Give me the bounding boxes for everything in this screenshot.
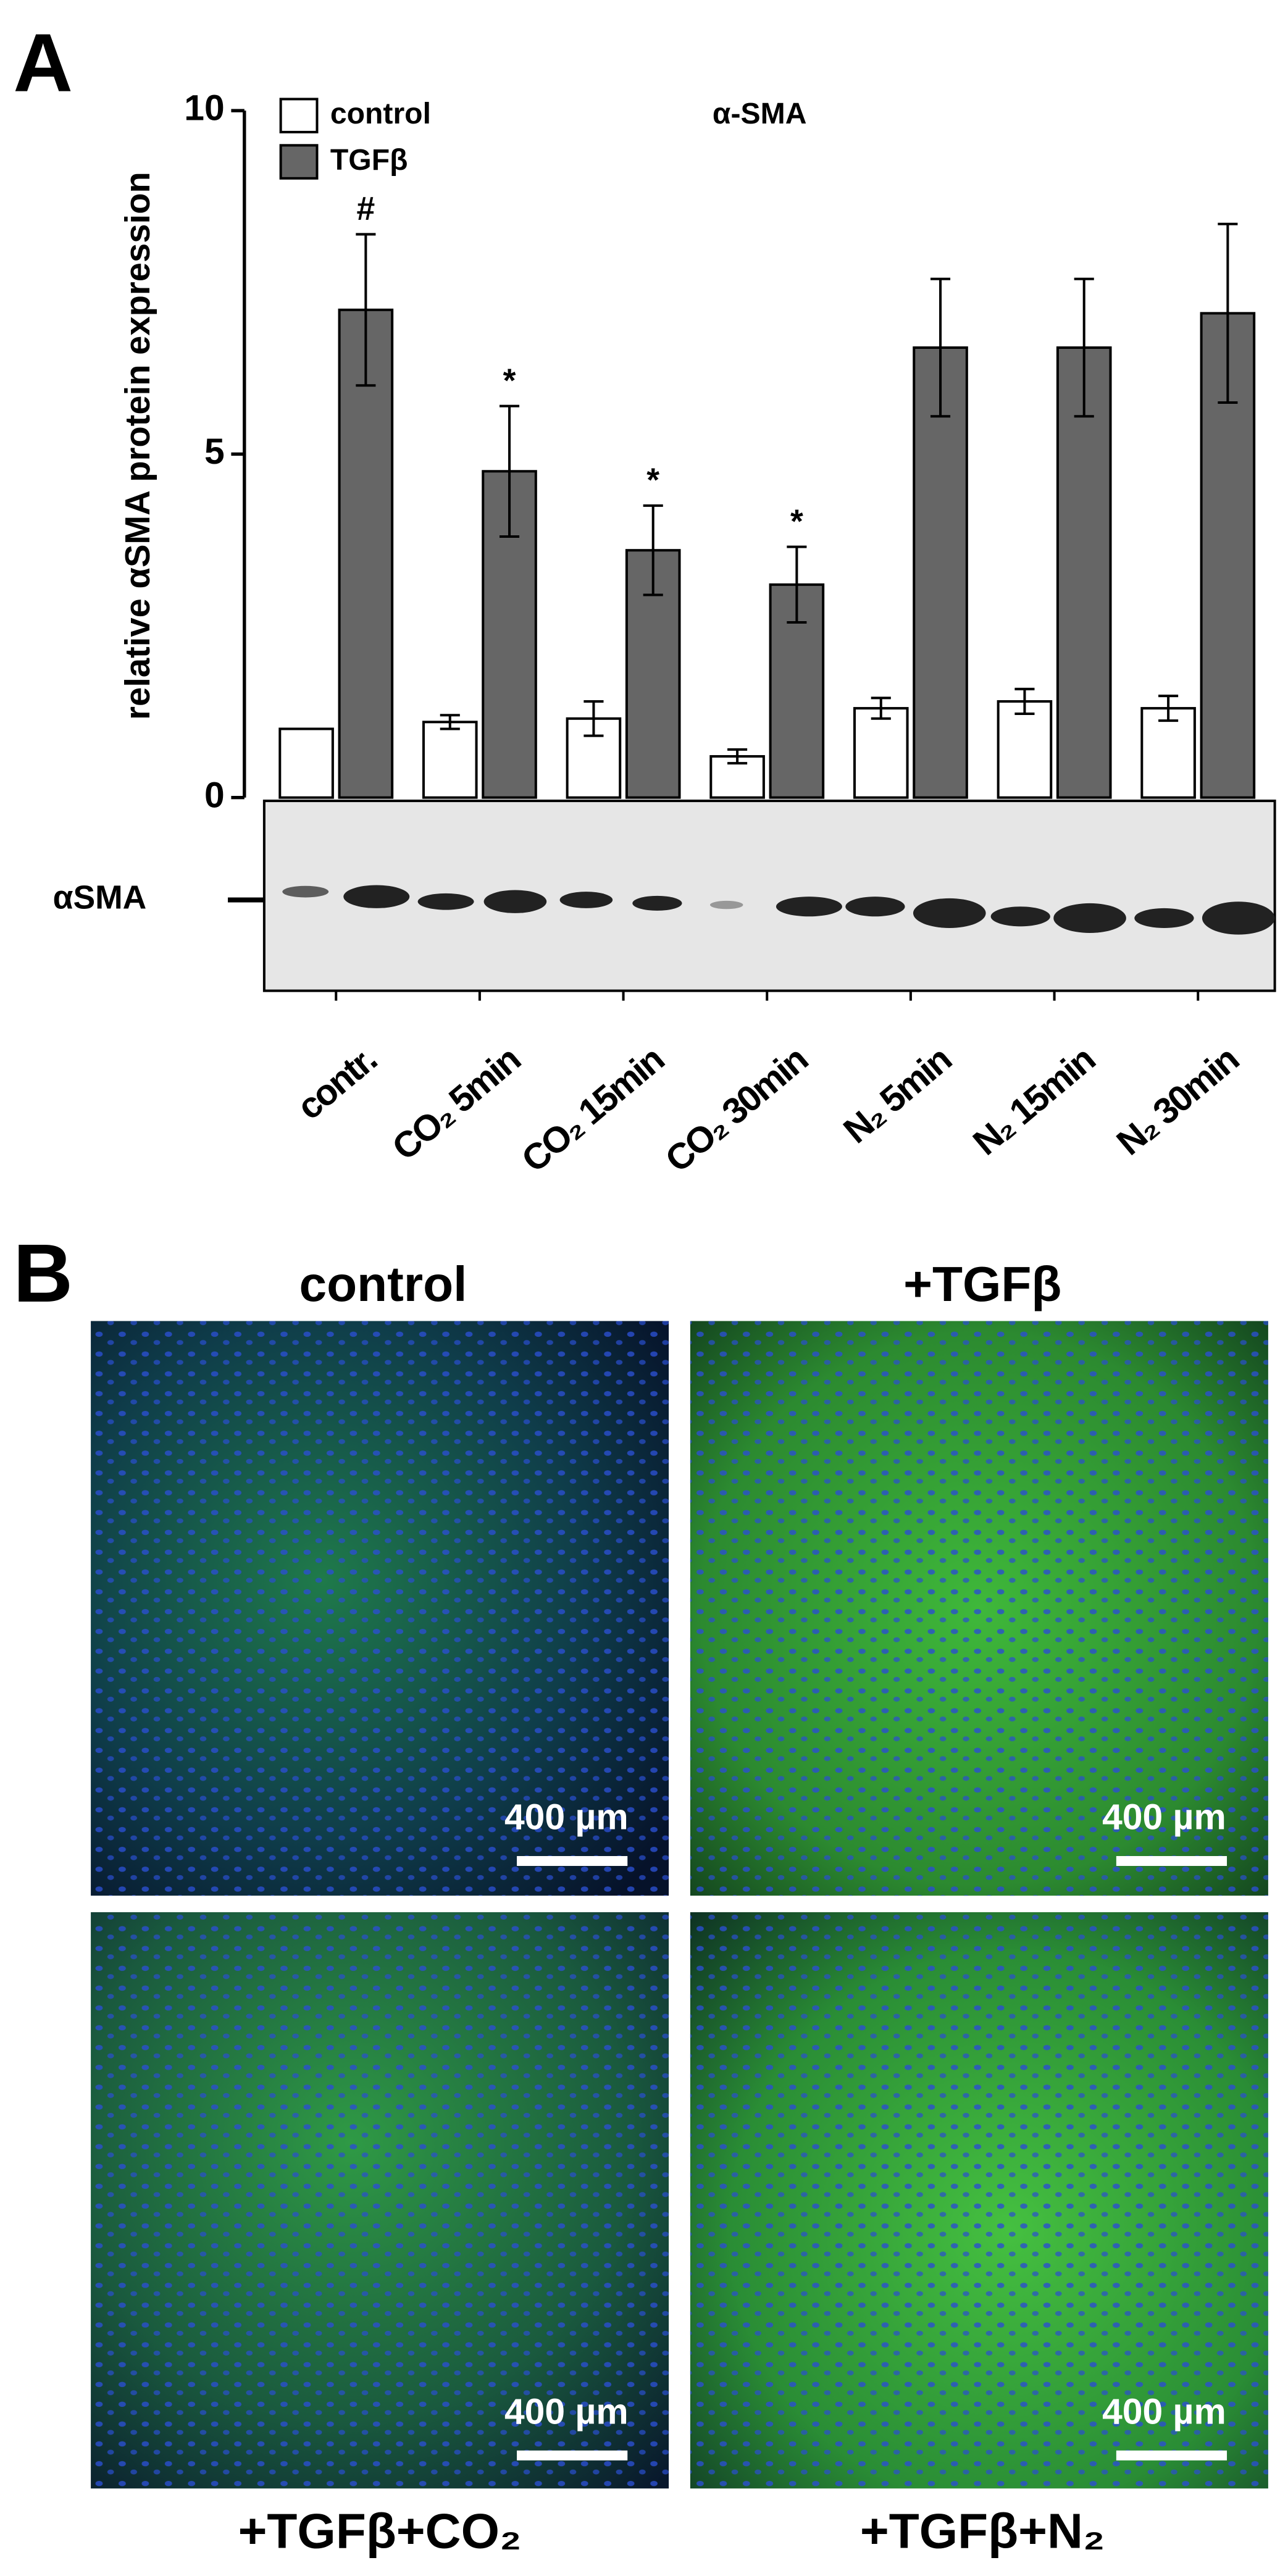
legend-label: control [330,97,431,130]
error-bar [1158,695,1179,722]
x-tick-label: N₂ 15min [966,1040,1102,1163]
panel-label: B [13,1227,73,1319]
error-bar [643,504,663,596]
error-bar [727,748,748,765]
x-tick-label: CO₂ 5min [385,1040,527,1168]
blot-bands [282,885,1275,935]
error-bar [583,700,604,737]
micrograph-title: +TGFβ [903,1257,1061,1312]
panel-label: A [13,17,73,109]
error-bar [356,233,376,387]
significance-label: * [790,503,803,540]
scale-bar-label: 400 µm [504,2391,629,2432]
error-bar [871,696,891,720]
error-bar [1074,277,1094,418]
y-tick-label: 5 [204,432,225,472]
significance-label: * [646,462,659,499]
error-bar [787,545,807,624]
micrograph-nuclei [690,1321,1268,1896]
chart-title: α-SMA [713,97,807,130]
y-tick-label: 10 [184,88,224,128]
error-bar [440,714,460,730]
significance-label: # [356,191,375,227]
bar [1056,346,1112,799]
western-blot [262,800,1276,992]
micrograph-title: +TGFβ+N₂ [860,2503,1105,2559]
scale-bars [517,1855,1227,2461]
micrograph-nuclei [91,1321,669,1896]
y-axis-label: relative αSMA protein expression [118,172,157,720]
x-tick-label: contr. [290,1040,383,1127]
error-bar [1014,687,1035,715]
bar [278,727,334,799]
scale-bar-label: 400 µm [1102,2391,1226,2432]
x-tick-label: CO₂ 15min [514,1040,671,1181]
legend-swatch [279,98,319,133]
bar [853,707,909,799]
micrograph-title: +TGFβ+CO₂ [238,2503,522,2559]
bar [997,700,1053,799]
x-tick-label: N₂ 30min [1110,1040,1246,1163]
legend-label: TGFβ [330,143,408,177]
bar [913,346,968,799]
micrograph-nuclei [91,1912,669,2489]
significance-label: * [503,362,516,399]
legend-swatch [279,144,319,180]
x-tick-label: CO₂ 30min [658,1040,815,1181]
micrograph-title: control [299,1257,467,1312]
micrograph-nuclei [690,1912,1268,2489]
x-tick-label: N₂ 5min [836,1040,958,1152]
error-bar [930,277,951,418]
error-bar [1218,222,1238,404]
error-bar [499,404,520,538]
bar [422,721,478,799]
blot-label: αSMA [53,880,147,916]
scale-bar-label: 400 µm [1102,1797,1226,1838]
y-tick-label: 0 [204,775,225,815]
scale-bar-label: 400 µm [504,1797,629,1838]
